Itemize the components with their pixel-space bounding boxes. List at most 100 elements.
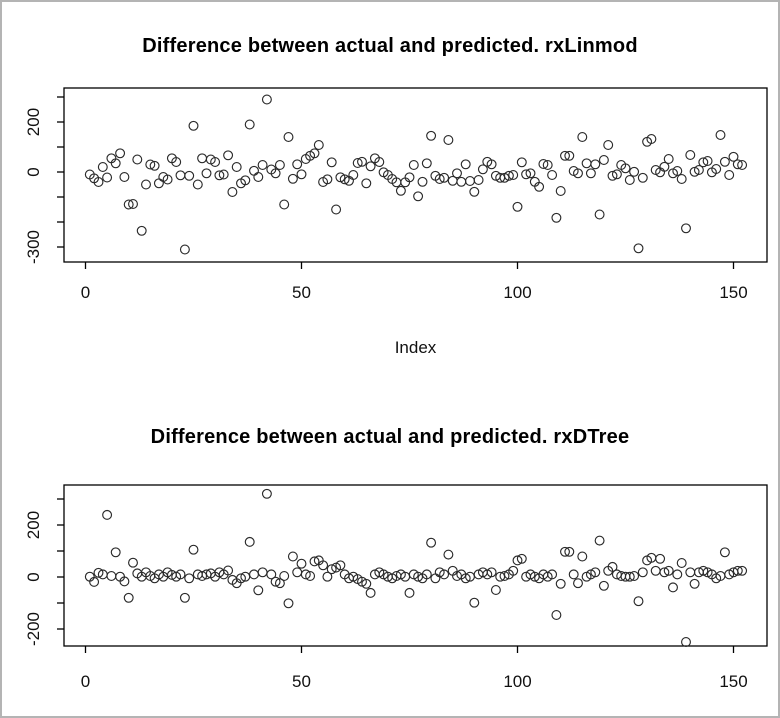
data-point — [249, 569, 259, 580]
data-point — [115, 148, 126, 159]
y-tick-label: -200 — [24, 612, 43, 646]
x-tick-label: 100 — [503, 672, 531, 691]
data-point — [629, 571, 640, 581]
data-point — [689, 578, 700, 589]
data-point — [542, 160, 553, 170]
data-point — [646, 134, 657, 144]
data-point — [123, 592, 134, 603]
data-point — [512, 201, 523, 212]
plot-box — [63, 87, 768, 263]
data-point — [227, 187, 238, 197]
data-point — [331, 204, 342, 215]
data-point — [223, 150, 234, 161]
data-point — [430, 573, 441, 584]
plot-box — [63, 484, 768, 647]
data-point — [460, 573, 471, 584]
data-point — [508, 565, 519, 576]
data-point — [93, 177, 104, 187]
data-point — [236, 573, 246, 584]
data-point — [650, 565, 661, 576]
data-point — [313, 140, 324, 150]
data-point — [141, 179, 151, 190]
data-point — [672, 166, 683, 176]
data-point — [128, 557, 138, 568]
data-point — [89, 576, 100, 587]
data-point — [486, 159, 497, 170]
data-point — [637, 567, 648, 578]
data-point — [737, 565, 748, 576]
data-point — [547, 170, 558, 180]
data-point — [352, 158, 363, 168]
data-point — [603, 140, 614, 150]
x-tick-label: 100 — [503, 283, 531, 302]
data-point — [240, 175, 251, 186]
data-point — [551, 610, 562, 620]
data-point — [110, 547, 121, 558]
data-point — [629, 166, 640, 177]
data-point — [434, 174, 445, 184]
data-point — [408, 160, 419, 170]
data-point — [197, 153, 208, 164]
data-point — [257, 567, 268, 578]
data-point — [702, 156, 713, 166]
data-point — [348, 170, 359, 180]
data-point — [136, 225, 147, 236]
data-point — [287, 551, 298, 562]
data-point — [188, 120, 199, 131]
data-point — [270, 168, 281, 179]
data-point — [102, 172, 113, 183]
data-point — [374, 157, 385, 167]
data-point — [732, 565, 743, 576]
data-point — [132, 154, 143, 165]
data-point — [676, 558, 687, 568]
data-point — [309, 556, 320, 567]
x-tick-label: 0 — [81, 283, 90, 302]
data-point — [728, 151, 739, 162]
data-point — [676, 174, 687, 184]
data-point — [439, 172, 450, 183]
data-point — [672, 569, 683, 580]
data-point — [443, 549, 454, 560]
data-point — [564, 546, 575, 557]
data-point — [283, 598, 294, 609]
data-point — [469, 186, 480, 197]
data-point — [659, 161, 670, 172]
data-point — [249, 165, 259, 176]
data-point — [296, 558, 307, 569]
chart-title-rxlinmod: Difference between actual and predicted.… — [142, 35, 638, 57]
data-point — [322, 174, 333, 185]
data-point — [97, 162, 108, 172]
data-point — [560, 546, 570, 557]
data-point — [573, 168, 583, 179]
data-point — [668, 582, 678, 593]
data-point — [607, 561, 618, 572]
data-point — [426, 537, 437, 548]
data-point — [266, 569, 277, 580]
data-point — [477, 164, 488, 175]
data-point — [547, 569, 558, 580]
data-point — [218, 169, 229, 180]
data-point — [404, 587, 415, 598]
data-point — [119, 576, 130, 587]
data-point — [633, 596, 644, 607]
data-point — [93, 567, 104, 578]
data-point — [123, 199, 134, 210]
data-point — [270, 576, 281, 587]
data-point — [698, 157, 709, 168]
data-point — [564, 150, 575, 161]
data-point — [339, 174, 350, 185]
data-point — [253, 172, 264, 182]
data-point — [300, 569, 311, 580]
data-point — [287, 173, 298, 184]
x-tick-label: 150 — [719, 283, 747, 302]
data-point — [443, 135, 454, 145]
data-point — [292, 567, 303, 578]
data-point — [119, 172, 130, 182]
data-point — [162, 174, 173, 185]
data-point — [361, 178, 372, 189]
x-tick-label: 50 — [292, 672, 311, 691]
data-point — [538, 159, 549, 169]
data-point — [508, 170, 519, 180]
